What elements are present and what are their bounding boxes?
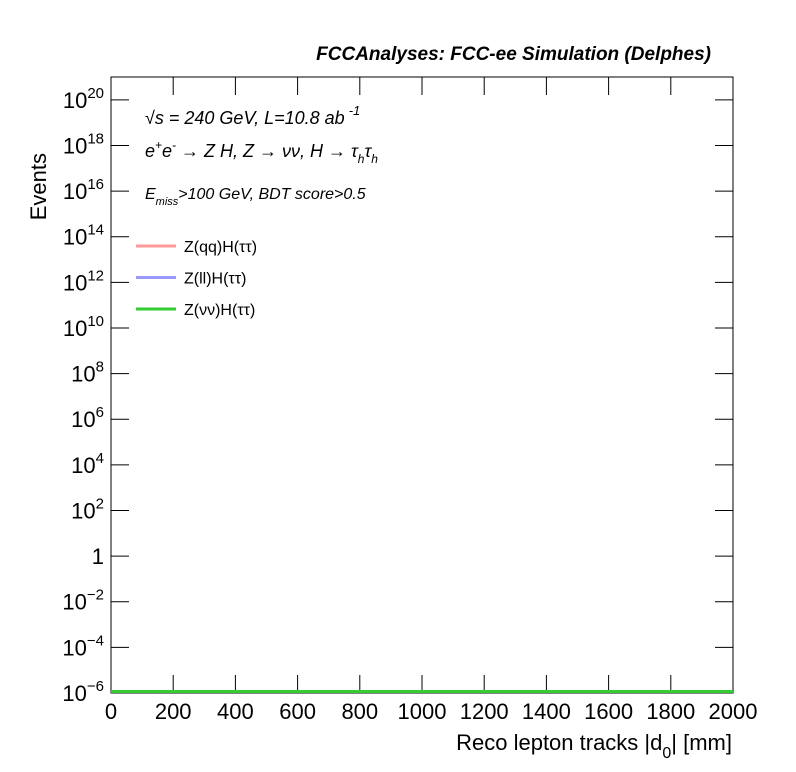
- y-tick-label: 104: [71, 450, 104, 478]
- x-tick-label: 800: [341, 699, 378, 724]
- x-tick-label: 1200: [460, 699, 509, 724]
- y-tick-label: 1012: [63, 267, 104, 295]
- y-tick-exponent: 18: [87, 130, 104, 147]
- x-axis-label: Reco lepton tracks |d0| [mm]: [456, 730, 732, 762]
- y-tick-label: 102: [71, 495, 104, 523]
- y-tick-exponent: 20: [87, 85, 104, 102]
- annotation-sub: h: [371, 152, 378, 166]
- x-tick-label: 1000: [398, 699, 447, 724]
- annotation: e+e- → Z H, Z → νν, H → τhτh: [145, 138, 378, 166]
- y-tick-base: 10: [62, 590, 86, 615]
- annotation: Emiss>100 GeV, BDT score>0.5: [145, 186, 366, 208]
- chart-title: FCCAnalyses: FCC-ee Simulation (Delphes): [316, 44, 711, 65]
- annotation-text: → Z H, Z → νν, H → τ: [176, 141, 359, 161]
- annotation: √s = 240 GeV, L=10.8 ab -1: [145, 103, 360, 128]
- annotation-sup: +: [155, 138, 162, 152]
- y-tick-base: 10: [63, 316, 87, 341]
- y-tick-exponent: 2: [96, 495, 104, 512]
- y-tick-exponent: −2: [87, 587, 104, 604]
- y-tick-base: 10: [62, 681, 86, 706]
- y-tick-base: 10: [63, 88, 87, 113]
- annotation-sub: miss: [156, 196, 179, 208]
- y-tick-base: 10: [71, 362, 95, 387]
- annotation-sub: h: [358, 152, 365, 166]
- y-tick-label: 10−2: [62, 587, 104, 615]
- legend-label: Z(νν)H(ττ): [184, 302, 255, 319]
- y-tick-exponent: −6: [87, 678, 104, 695]
- y-tick-label: 106: [71, 404, 104, 432]
- y-tick-base: 10: [71, 498, 95, 523]
- y-tick-exponent: 16: [87, 176, 104, 193]
- y-tick-label: 1020: [63, 85, 104, 113]
- x-tick-label: 200: [155, 699, 192, 724]
- y-tick-label: 1014: [63, 222, 104, 250]
- y-axis-label: Events: [26, 153, 51, 220]
- y-tick-exponent: 10: [87, 313, 104, 330]
- y-tick-label: 10−4: [62, 632, 104, 660]
- y-tick-exponent: 12: [87, 267, 104, 284]
- y-tick-exponent: 14: [87, 222, 104, 239]
- annotation-sup: -1: [349, 103, 361, 118]
- y-tick-label: 1010: [63, 313, 104, 341]
- y-tick-base: 10: [63, 225, 87, 250]
- annotation-text: e: [145, 141, 155, 161]
- y-tick-label: 108: [71, 359, 104, 387]
- annotation-text: e: [162, 141, 172, 161]
- y-tick-label: 10−6: [62, 678, 104, 706]
- y-tick-base: 10: [71, 407, 95, 432]
- x-tick-label: 2000: [709, 699, 758, 724]
- y-tick-exponent: 8: [96, 359, 104, 376]
- annotation-sup: -: [172, 138, 176, 152]
- y-tick-base: 10: [63, 270, 87, 295]
- annotation-text: >100 GeV, BDT score>0.5: [178, 186, 365, 203]
- y-tick-exponent: −4: [87, 632, 104, 649]
- x-axis-label-sub: 0: [662, 745, 671, 762]
- annotation-text: τ: [364, 141, 372, 161]
- y-tick-base: 10: [62, 635, 86, 660]
- y-tick-label: 1018: [63, 130, 104, 158]
- x-tick-label: 0: [105, 699, 117, 724]
- legend-label: Z(ll)H(ττ): [184, 271, 246, 288]
- legend-label: Z(qq)H(ττ): [184, 239, 257, 256]
- x-tick-label: 1400: [522, 699, 571, 724]
- x-axis-label-text: Reco lepton tracks |d: [456, 730, 662, 755]
- x-tick-label: 400: [217, 699, 254, 724]
- annotation-text: E: [145, 186, 156, 203]
- y-tick-base: 10: [71, 453, 95, 478]
- annotation-text: √s = 240 GeV, L=10.8 ab: [145, 108, 345, 128]
- x-tick-label: 600: [279, 699, 316, 724]
- y-tick-exponent: 6: [96, 404, 104, 421]
- y-tick-label: 1: [92, 544, 104, 569]
- x-tick-label: 1600: [584, 699, 633, 724]
- y-tick-base: 10: [63, 133, 87, 158]
- y-tick-exponent: 4: [96, 450, 104, 467]
- y-tick-label: 1016: [63, 176, 104, 204]
- x-axis-label-text: | [mm]: [671, 730, 732, 755]
- x-tick-label: 1800: [646, 699, 695, 724]
- y-tick-base: 10: [63, 179, 87, 204]
